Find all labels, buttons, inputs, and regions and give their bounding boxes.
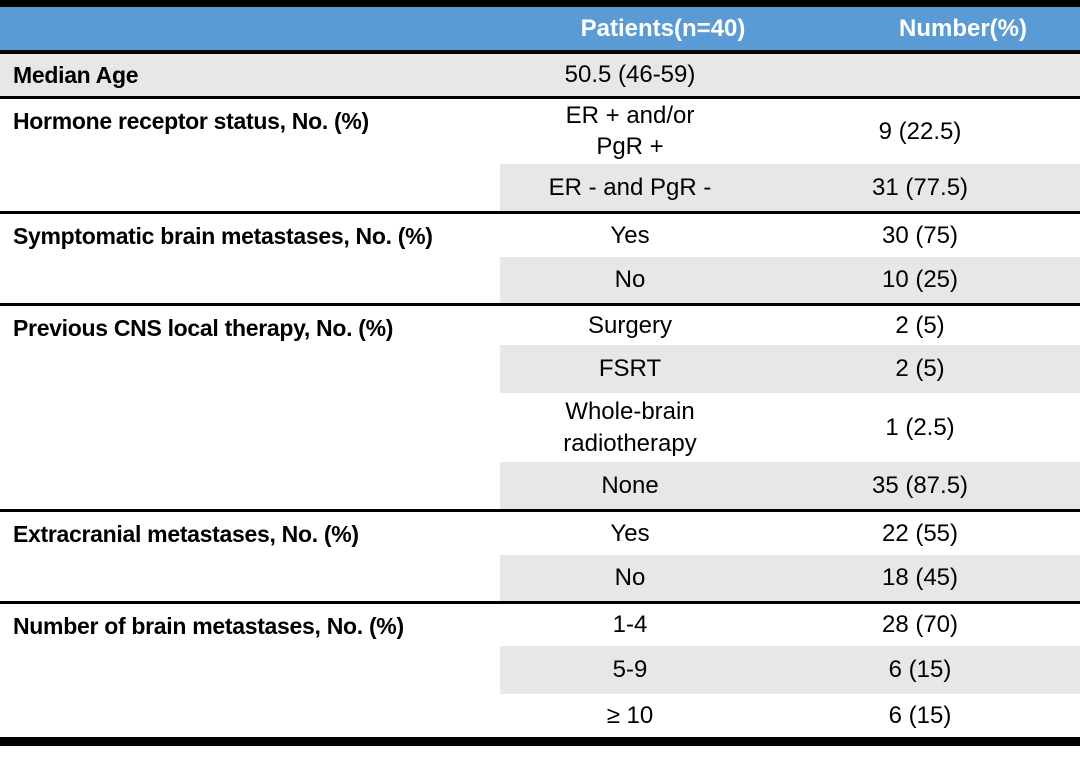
patients-value: FSRT	[500, 345, 760, 393]
section-label-median-age: Median Age	[0, 50, 500, 97]
table-row: Number of brain metastases, No. (%) 1-4 …	[0, 600, 1080, 741]
number-value: 28 (70)	[760, 600, 1080, 646]
patients-value: Yes	[500, 210, 760, 257]
section-label-number-of-brain-metastases: Number of brain metastases, No. (%)	[0, 600, 500, 741]
number-value: 10 (25)	[760, 257, 1080, 304]
number-value: 30 (75)	[760, 210, 1080, 257]
characteristics-table: Patients(n=40) Number(%) Median Age 50.5…	[0, 0, 1080, 746]
number-value: 9 (22.5)	[760, 95, 1080, 164]
patients-value: ≥ 10	[606, 701, 654, 729]
table-row: None 35 (87.5)	[0, 462, 1080, 510]
header-cell-patients: Patients(n=40)	[500, 3, 760, 54]
section-label-extracranial-metastases: Extracranial metastases, No. (%)	[0, 508, 500, 602]
table-row: FSRT 2 (5)	[0, 345, 1080, 393]
number-value: 18 (45)	[760, 555, 1080, 602]
table-row: No 10 (25)	[0, 257, 1080, 304]
table-row: Whole-brain radiotherapy 1 (2.5)	[0, 393, 1080, 462]
table-row: Symptomatic brain metastases, No. (%) Ye…	[0, 210, 1080, 304]
section-label-hormone-receptor-status: Hormone receptor status, No. (%)	[0, 95, 500, 212]
header-cell-number: Number(%)	[760, 3, 1080, 54]
table-row: Extracranial metastases, No. (%) Yes 22 …	[0, 508, 1080, 602]
section-label-symptomatic-brain-metastases: Symptomatic brain metastases, No. (%)	[0, 210, 500, 304]
patients-value: Surgery	[500, 302, 760, 345]
patients-value: Yes	[500, 508, 760, 555]
patients-value: ER - and PgR -	[500, 164, 760, 212]
number-value: 35 (87.5)	[760, 462, 1080, 510]
number-value: 1 (2.5)	[885, 413, 955, 441]
header-row: Patients(n=40) Number(%)	[0, 3, 1080, 54]
number-value: 6 (15)	[760, 646, 1080, 694]
table-row: ≥ 10 6 (15)	[0, 694, 1080, 741]
table-row: Median Age 50.5 (46-59)	[0, 50, 1080, 97]
patients-value: No	[500, 555, 760, 602]
patients-value: None	[500, 462, 760, 510]
patient-characteristics-table: Patients(n=40) Number(%) Median Age 50.5…	[0, 0, 1080, 746]
number-value	[760, 50, 1080, 97]
number-value: 2 (5)	[760, 345, 1080, 393]
patients-value: 1-4	[500, 600, 760, 646]
header-cell-empty	[0, 3, 500, 54]
section-label-previous-cns-local-therapy: Previous CNS local therapy, No. (%)	[0, 302, 500, 510]
number-value: 31 (77.5)	[760, 164, 1080, 212]
patients-value: Whole-brain radiotherapy	[563, 398, 697, 457]
table-row: Previous CNS local therapy, No. (%) Surg…	[0, 302, 1080, 510]
number-value: 6 (15)	[888, 701, 952, 729]
patients-value: 50.5 (46-59)	[500, 50, 760, 97]
table-row: 5-9 6 (15)	[0, 646, 1080, 694]
table-row: ER - and PgR - 31 (77.5)	[0, 164, 1080, 212]
patients-value: No	[500, 257, 760, 304]
table-row: Hormone receptor status, No. (%) ER + an…	[0, 95, 1080, 212]
patients-value: ER + and/or PgR +	[500, 95, 760, 164]
patients-value: 5-9	[500, 646, 760, 694]
table-row: No 18 (45)	[0, 555, 1080, 602]
number-value: 22 (55)	[760, 508, 1080, 555]
number-value: 2 (5)	[760, 302, 1080, 345]
